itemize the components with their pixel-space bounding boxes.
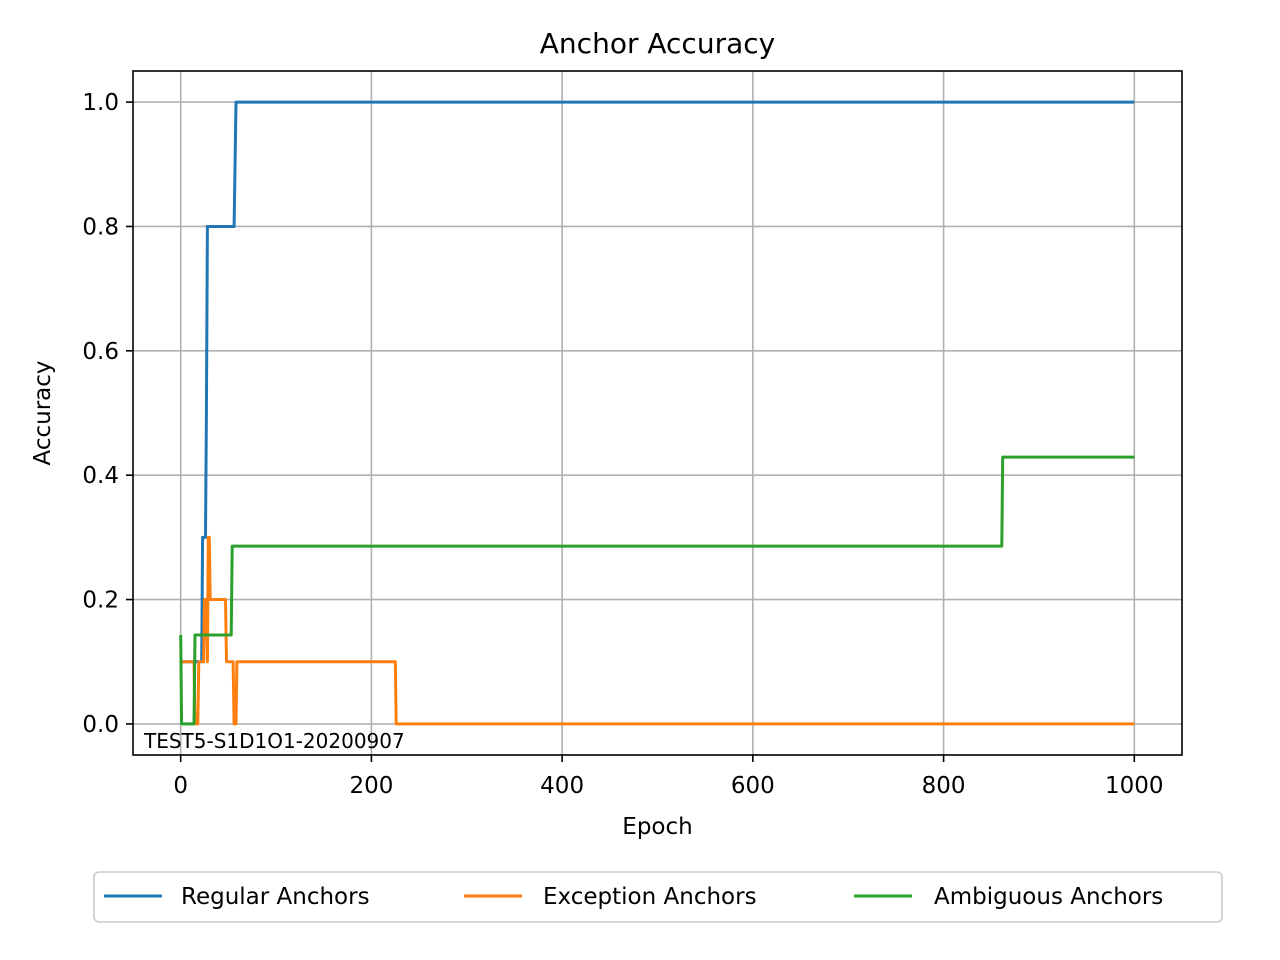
y-tick-label: 1.0 bbox=[82, 90, 119, 116]
x-tick-label: 800 bbox=[922, 773, 966, 799]
legend-label-3: Ambiguous Anchors bbox=[934, 884, 1163, 910]
y-tick-label: 0.0 bbox=[82, 712, 119, 738]
run-id-annotation: TEST5-S1D1O1-20200907 bbox=[143, 729, 405, 753]
grid bbox=[133, 71, 1182, 755]
y-tick-label: 0.4 bbox=[82, 463, 119, 489]
x-tick-label: 400 bbox=[540, 773, 584, 799]
legend-label-1: Regular Anchors bbox=[181, 884, 370, 910]
y-axis-label: Accuracy bbox=[30, 360, 56, 465]
x-axis-label: Epoch bbox=[622, 814, 692, 840]
y-tick-label: 0.6 bbox=[82, 339, 119, 365]
x-tick-label: 600 bbox=[731, 773, 775, 799]
x-tick-label: 1000 bbox=[1105, 773, 1164, 799]
y-tick-label: 0.8 bbox=[82, 214, 119, 240]
legend: Regular Anchors Exception Anchors Ambiguou… bbox=[93, 871, 1223, 923]
plot-frame bbox=[132, 70, 1183, 756]
x-tick-label: 0 bbox=[173, 773, 188, 799]
series-line-1 bbox=[180, 100, 1135, 664]
series-layer bbox=[179, 100, 1135, 726]
x-tick-label: 200 bbox=[349, 773, 393, 799]
ticks: 0 200 400 600 800 1000 0.0 0.2 0.4 0.6 0.8 1.0 bbox=[82, 90, 1163, 799]
series-line-2 bbox=[180, 535, 1135, 726]
series-line-3 bbox=[179, 455, 1135, 726]
chart-title: Anchor Accuracy bbox=[540, 27, 775, 60]
legend-box bbox=[93, 871, 1223, 923]
y-tick-label: 0.2 bbox=[82, 588, 119, 614]
legend-label-2: Exception Anchors bbox=[543, 884, 757, 910]
